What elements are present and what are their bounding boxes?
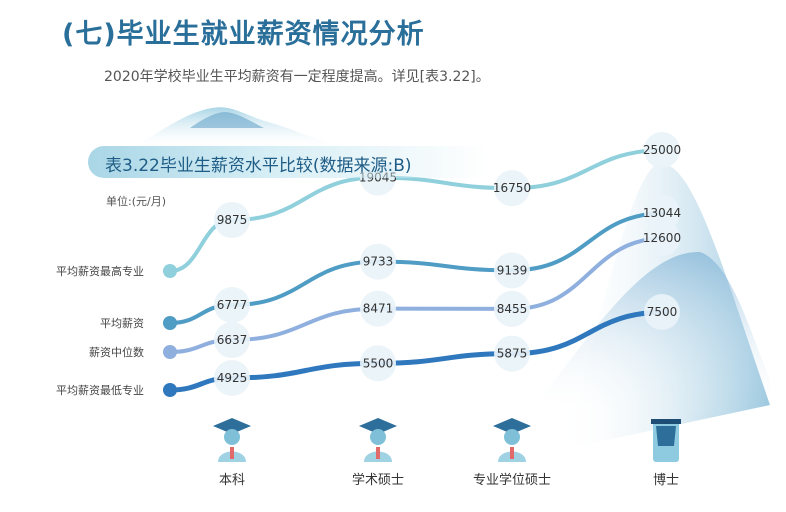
value-label: 9733	[363, 255, 394, 269]
value-label: 6637	[217, 333, 248, 347]
category-icons	[213, 418, 681, 462]
value-bubble	[644, 195, 680, 231]
doctor-graduate-icon	[651, 419, 681, 462]
intro-text: 2020年学校毕业生平均薪资有一定程度提高。详见[表3.22]。	[104, 69, 490, 85]
value-label: 5875	[497, 347, 528, 361]
value-bubble	[494, 335, 530, 372]
value-bubble	[644, 294, 680, 330]
value-label: 9875	[217, 213, 248, 227]
legend-label-lowest-major: 平均薪资最低专业	[56, 383, 144, 397]
page-heading: (七)毕业生就业薪资情况分析	[62, 19, 425, 50]
value-label: 25000	[643, 143, 681, 157]
value-label: 7500	[647, 305, 678, 319]
legend-marker-lowest-major	[163, 383, 177, 397]
value-label: 5500	[363, 356, 394, 370]
category-label: 博士	[653, 473, 679, 488]
legend-label-median: 薪资中位数	[89, 345, 144, 359]
legend-marker-highest-major	[163, 264, 177, 278]
professional-master-graduate-icon	[493, 418, 531, 462]
legend-label-highest-major: 平均薪资最高专业	[56, 264, 144, 278]
category-label: 本科	[219, 473, 245, 488]
chart-unit: 单位:(元/月)	[106, 195, 166, 208]
legend-marker-average	[163, 316, 177, 330]
value-label: 9139	[497, 263, 528, 277]
category-label: 学术硕士	[352, 472, 404, 488]
category-labels: 本科 学术硕士 专业学位硕士 博士	[219, 472, 679, 488]
value-bubble	[360, 243, 396, 280]
value-bubble	[644, 220, 680, 256]
value-bubble	[494, 290, 530, 327]
value-bubble	[494, 170, 530, 207]
academic-master-graduate-icon	[359, 418, 397, 462]
legend-label-average: 平均薪资	[100, 317, 144, 330]
value-label: 8471	[363, 302, 394, 316]
value-bubble	[214, 322, 250, 358]
value-label: 4925	[217, 371, 248, 385]
value-bubble	[214, 287, 250, 323]
bachelor-graduate-icon	[213, 418, 251, 462]
value-bubble	[644, 132, 680, 168]
value-labels: 9875190451675025000677797339139130446637…	[214, 132, 681, 396]
value-bubble	[214, 360, 250, 396]
value-bubble	[494, 252, 530, 289]
value-label: 8455	[497, 302, 528, 316]
value-bubble	[214, 202, 250, 238]
legend-marker-median	[163, 345, 177, 359]
value-bubble	[360, 345, 396, 382]
chart-title: 表3.22毕业生薪资水平比较(数据来源:B)	[105, 156, 412, 176]
value-label: 16750	[493, 181, 531, 195]
value-label: 12600	[643, 231, 681, 245]
value-label: 6777	[217, 298, 248, 312]
value-bubble	[360, 290, 396, 327]
chart-title-bar	[88, 146, 488, 178]
category-label: 专业学位硕士	[473, 472, 551, 488]
value-label: 13044	[643, 206, 681, 220]
